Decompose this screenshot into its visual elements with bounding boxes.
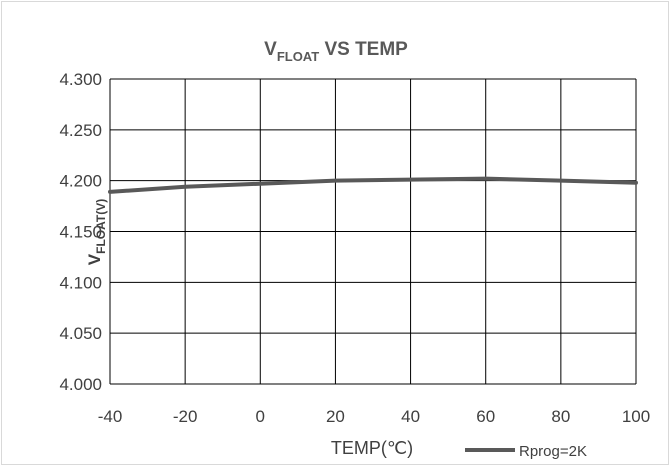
legend-entry-rprog-2k: Rprog=2K (519, 443, 587, 460)
grid-lines (109, 78, 637, 385)
y-tick-label: 4.200 (59, 172, 102, 191)
chart-title: VFLOAT VS TEMP (264, 39, 408, 64)
x-axis-title: TEMP(℃) (331, 438, 413, 458)
y-tick-label: 4.000 (59, 375, 102, 394)
y-tick-label: 4.100 (59, 273, 102, 292)
x-tick-label: 80 (551, 407, 570, 426)
x-tick-label: -20 (173, 407, 198, 426)
x-tick-label: 40 (401, 407, 420, 426)
y-axis-title-main: V (85, 253, 104, 265)
x-tick-labels: -40 -20 0 20 40 60 80 100 (98, 407, 650, 426)
x-tick-label: -40 (98, 407, 123, 426)
legend: Rprog=2K (465, 443, 587, 460)
y-axis-title: VFLOAT(V) (85, 199, 108, 265)
chart-title-rest: VS TEMP (319, 39, 408, 60)
y-tick-label: 4.250 (59, 121, 102, 140)
y-tick-labels: 4.300 4.250 4.200 4.150 4.100 4.050 4.000 (59, 70, 102, 394)
x-tick-label: 20 (326, 407, 345, 426)
y-tick-label: 4.050 (59, 324, 102, 343)
series-layer (108, 176, 638, 194)
series-line-rprog-2k (108, 176, 638, 194)
y-axis-title-subscript: FLOAT(V) (94, 199, 108, 254)
y-tick-label: 4.300 (59, 70, 102, 89)
x-tick-label: 100 (622, 407, 650, 426)
x-tick-label: 60 (476, 407, 495, 426)
x-tick-label: 0 (256, 407, 265, 426)
chart-title-main: V (264, 39, 277, 60)
chart-title-subscript: FLOAT (277, 49, 319, 64)
y-tick-label: 4.150 (59, 223, 102, 242)
